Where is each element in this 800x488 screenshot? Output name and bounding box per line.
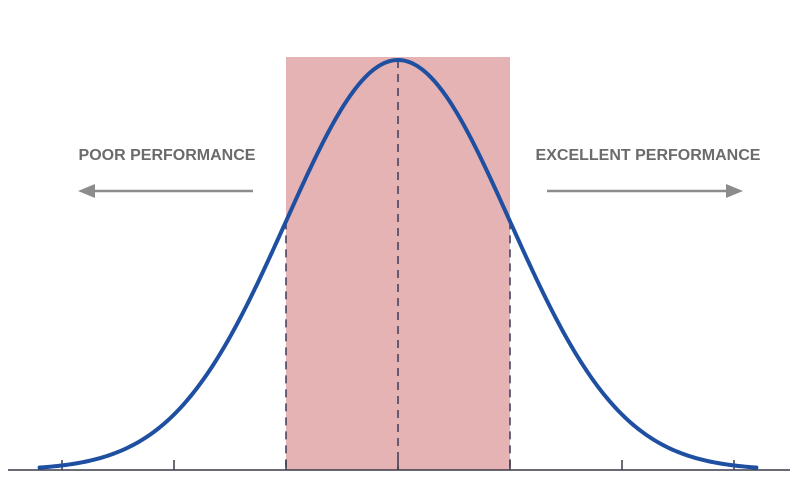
axis-ticks-layer (61, 460, 735, 470)
right-arrow-icon (547, 184, 743, 198)
poor-performance-label: POOR PERFORMANCE (79, 147, 256, 164)
normal-distribution-curve (37, 58, 759, 470)
left-arrow-icon (78, 184, 253, 198)
dashed-markers-layer (285, 60, 511, 470)
excellent-performance-label: EXCELLENT PERFORMANCE (536, 147, 761, 164)
